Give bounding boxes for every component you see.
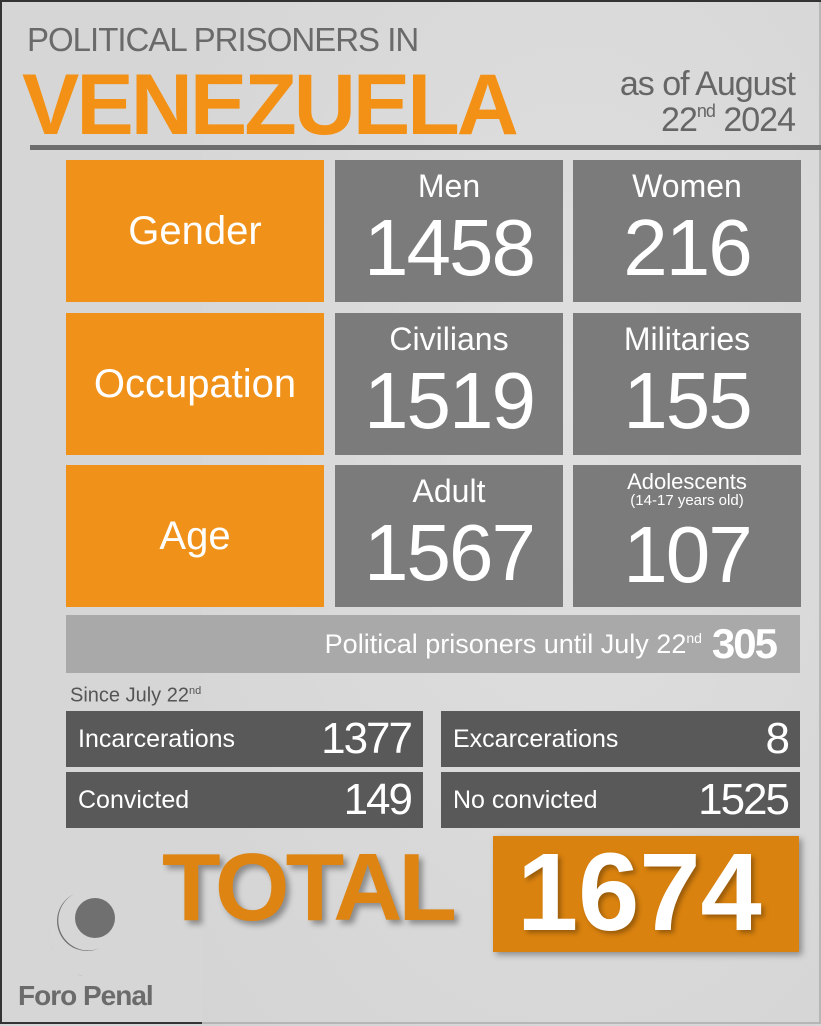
category-gender: Gender — [66, 160, 324, 302]
title-line2: VENEZUELA — [22, 57, 519, 153]
date-suffix: nd — [696, 101, 716, 121]
until-suffix: nd — [686, 629, 702, 646]
stat-value: 1519 — [364, 356, 536, 445]
category-age: Age — [66, 465, 324, 607]
total-label: TOTAL — [162, 834, 457, 941]
stat-men: Men 1458 — [335, 160, 563, 302]
stat-label: Men — [417, 168, 481, 204]
stat-value: 107 — [623, 510, 752, 599]
until-label-text: Political prisoners until July 22 — [324, 628, 687, 659]
stat-excarcerations: Excarcerations 8 — [441, 711, 800, 767]
stat-incarcerations: Incarcerations 1377 — [66, 711, 423, 767]
stat-value: 8 — [765, 714, 791, 763]
stat-militaries: Militaries 155 — [573, 313, 801, 455]
stat-value: 1377 — [321, 714, 413, 763]
stat-value: 1567 — [364, 508, 536, 597]
stat-civilians: Civilians 1519 — [335, 313, 563, 455]
date-line1: as of August — [619, 65, 796, 103]
since-text: Since July 22 — [70, 684, 189, 707]
stat-label: Women — [632, 168, 742, 204]
until-label: Political prisoners until July 22nd — [325, 629, 702, 660]
date-day: 22 — [661, 101, 698, 139]
stat-adolescents: Adolescents (14-17 years old) 107 — [573, 465, 801, 607]
stat-convicted: Convicted 149 — [66, 772, 423, 828]
stat-value: 155 — [623, 356, 752, 445]
total-value: 1674 — [517, 831, 762, 954]
foro-penal-logo-text: Foro Penal — [18, 980, 154, 1011]
stat-label: Civilians — [389, 321, 509, 357]
since-suffix: nd — [188, 685, 202, 697]
stat-label: Excarcerations — [453, 724, 619, 753]
stat-sublabel: (14-17 years old) — [630, 492, 744, 509]
stat-label: Adult — [412, 473, 486, 509]
stat-label: No convicted — [453, 785, 598, 814]
total-box — [493, 836, 799, 952]
stat-women: Women 216 — [573, 160, 801, 302]
divider — [30, 145, 821, 150]
date-year: 2024 — [723, 101, 796, 139]
stat-label: Convicted — [78, 785, 190, 814]
stat-label: Incarcerations — [78, 724, 236, 753]
until-value: 305 — [711, 620, 778, 667]
title-line1: POLITICAL PRISONERS IN — [27, 21, 419, 58]
stat-label: Militaries — [623, 321, 751, 357]
stat-no-convicted: No convicted 1525 — [441, 772, 800, 828]
stat-value: 1458 — [364, 203, 536, 292]
stat-label: Adolescents — [627, 469, 747, 494]
stat-adult: Adult 1567 — [335, 465, 563, 607]
political-prisoners-until-bar: Political prisoners until July 22nd 305 — [66, 615, 800, 673]
date-line2: 22nd 2024 — [565, 101, 796, 139]
date: as of August 22nd 2024 — [565, 65, 796, 139]
stat-value: 149 — [343, 775, 413, 824]
since-label: Since July 22nd — [70, 679, 201, 708]
foro-penal-logo-icon — [48, 894, 130, 976]
category-occupation: Occupation — [66, 313, 324, 455]
stat-value: 216 — [623, 203, 752, 292]
stat-value: 1525 — [698, 775, 790, 824]
